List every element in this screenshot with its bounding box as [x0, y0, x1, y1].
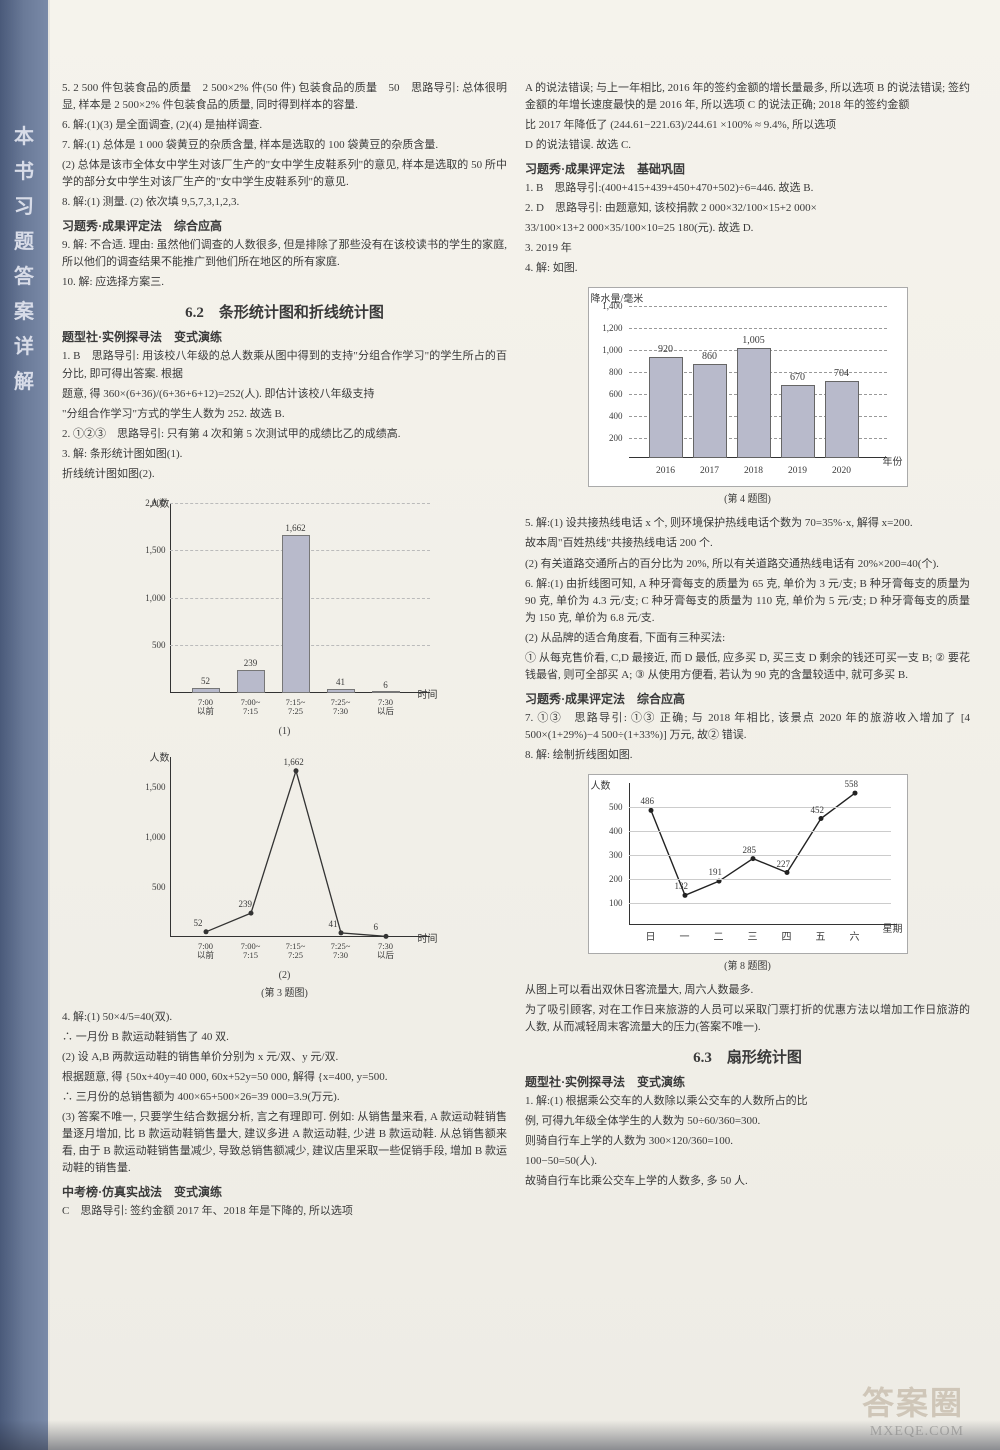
item-10: 10. 解: 应选择方案三. [62, 274, 507, 291]
r-item-5b: 故本周"百姓热线"共接热线电话 200 个. [525, 535, 970, 552]
subheading-tixingshe-2: 题型社·实例探寻法 变式演练 [525, 1073, 970, 1090]
subheading-tixingshe: 题型社·实例探寻法 变式演练 [62, 328, 507, 345]
item-4e: ∴ 三月份的总销售额为 400×65+500×26=39 000=3.9(万元)… [62, 1089, 507, 1106]
line-chart-1: 人数 时间 5001,0001,5007:00以前527:00~7:152397… [130, 747, 440, 967]
item-1b: 1. B 思路导引: 用该校八年级的总人数乘从图中得到的支持"分组合作学习"的学… [62, 348, 507, 382]
item-7b: (2) 总体是该市全体女中学生对该厂生产的"女中学生皮鞋系列"的意见, 样本是选… [62, 157, 507, 191]
r-item-1: 1. B 思路导引:(400+415+439+450+470+502)÷6=44… [525, 180, 970, 197]
spine: 本 书 习 题 答 案 详 解 [0, 0, 48, 1450]
r-item-8b: 从图上可以看出双休日客流量大, 周六人数最多. [525, 982, 970, 999]
fig-4-rainfall-chart: 降水量/毫米 年份 2004006008001,0001,2001,400920… [525, 287, 970, 505]
s-item-1e: 故骑自行车比乘公交车上学的人数多, 多 50 人. [525, 1173, 970, 1190]
item-2b: 2. ①②③ 思路导引: 只有第 4 次和第 5 次测试甲的成绩比乙的成绩高. [62, 426, 507, 443]
subheading-xitixiu: 习题秀·成果评定法 综合应高 [62, 217, 507, 234]
r-item-8c: 为了吸引顾客, 对在工作日来旅游的人员可以采取门票打折的优惠方法以增加工作日旅游… [525, 1002, 970, 1036]
spine-char: 答 [14, 260, 34, 289]
bottom-shadow [0, 1420, 1000, 1450]
spine-char: 习 [14, 190, 34, 219]
r-item-2b: 33/100×13+2 000×35/100×10=25 180(元). 故选 … [525, 220, 970, 237]
fig-8-line-chart: 人数 星期 100200300400500日486一132二191三285四22… [525, 774, 970, 972]
item-9: 9. 解: 不合适. 理由: 虽然他们调查的人数很多, 但是排除了那些没有在该校… [62, 237, 507, 271]
bar-chart-1: 人数 时间 5001,0001,5002,000527:00以前2397:00~… [130, 493, 440, 723]
fig-3-bar-chart: 人数 时间 5001,0001,5002,000527:00以前2397:00~… [62, 493, 507, 737]
section-6-2-heading: 6.2 条形统计图和折线统计图 [62, 301, 507, 322]
cont-c: D 的说法错误. 故选 C. [525, 137, 970, 154]
r-item-3: 3. 2019 年 [525, 240, 970, 257]
right-column: A 的说法错误; 与上一年相比, 2016 年的签约金额的增长量最多, 所以选项… [525, 80, 970, 1410]
item-3: 3. 解: 条形统计图如图(1). [62, 446, 507, 463]
fig-8-cap: (第 8 题图) [724, 957, 771, 972]
r-item-6b: (2) 从品牌的适合角度看, 下面有三种买法: [525, 630, 970, 647]
r-item-2: 2. D 思路导引: 由题意知, 该校捐款 2 000×32/100×15+2 … [525, 200, 970, 217]
rainfall-bar-chart: 降水量/毫米 年份 2004006008001,0001,2001,400920… [588, 287, 908, 487]
cont-a: A 的说法错误; 与上一年相比, 2016 年的签约金额的增长量最多, 所以选项… [525, 80, 970, 114]
spine-char: 解 [14, 365, 34, 394]
xlabel: 年份 [883, 453, 903, 468]
r-item-7: 7. ①③ 思路导引: ①③ 正确; 与 2018 年相比, 该景点 2020 … [525, 710, 970, 744]
spine-char: 案 [14, 295, 34, 324]
line-chart-path [130, 747, 440, 967]
item-8: 8. 解:(1) 测量. (2) 依次填 9,5,7,3,1,2,3. [62, 194, 507, 211]
s-item-1d: 100−50=50(人). [525, 1153, 970, 1170]
fig-cap-main: (第 3 题图) [261, 984, 308, 999]
watermark-text: 答案圈 [862, 1378, 964, 1424]
r-item-5: 5. 解:(1) 设共接热线电话 x 个, 则环境保护热线电话个数为 70=35… [525, 515, 970, 532]
r-item-6c: ① 从每克售价看, C,D 最接近, 而 D 最低, 应多买 D, 买三支 D … [525, 650, 970, 684]
page-content: 5. 2 500 件包装食品的质量 2 500×2% 件(50 件) 包装食品的… [50, 0, 1000, 1450]
item-7: 7. 解:(1) 总体是 1 000 袋黄豆的杂质含量, 样本是选取的 100 … [62, 137, 507, 154]
line-path [589, 775, 907, 953]
item-6: 6. 解:(1)(3) 是全面调查, (2)(4) 是抽样调查. [62, 117, 507, 134]
section-6-3-heading: 6.3 扇形统计图 [525, 1046, 970, 1067]
item-4: 4. 解:(1) 50×4/5=40(双). [62, 1009, 507, 1026]
spine-char: 详 [14, 330, 34, 359]
s-item-1c: 则骑自行车上学的人数为 300×120/360=100. [525, 1133, 970, 1150]
spine-char: 本 [14, 120, 34, 149]
r-item-4: 4. 解: 如图. [525, 260, 970, 277]
item-4b: ∴ 一月份 B 款运动鞋销售了 40 双. [62, 1029, 507, 1046]
left-column: 5. 2 500 件包装食品的质量 2 500×2% 件(50 件) 包装食品的… [62, 80, 507, 1410]
subheading-xitixiu-3: 习题秀·成果评定法 综合应高 [525, 690, 970, 707]
item-1f: 题意, 得 360×(6+36)/(6+36+6+12)=252(人). 即估计… [62, 386, 507, 403]
xlabel: 时间 [418, 686, 438, 701]
fig-cap-1: (1) [279, 726, 291, 737]
r-item-6: 6. 解:(1) 由折线图可知, A 种牙膏每支的质量为 65 克, 单价为 3… [525, 576, 970, 627]
item-4d: 根据题意, 得 {50x+40y=40 000, 60x+52y=50 000,… [62, 1069, 507, 1086]
s-item-1b: 例, 可得九年级全体学生的人数为 50÷60/360=300. [525, 1113, 970, 1130]
subheading-xitixiu-2: 习题秀·成果评定法 基础巩固 [525, 160, 970, 177]
watermark-url: MXEQE.COM [870, 1424, 964, 1440]
item-4c: (2) 设 A,B 两款运动鞋的销售单价分别为 x 元/双、y 元/双. [62, 1049, 507, 1066]
weekly-line-chart: 人数 星期 100200300400500日486一132二191三285四22… [588, 774, 908, 954]
item-3b: 折线统计图如图(2). [62, 466, 507, 483]
spine-char: 书 [14, 155, 34, 184]
item-c: C 思路导引: 签约金额 2017 年、2018 年是下降的, 所以选项 [62, 1203, 507, 1220]
spine-char: 题 [14, 225, 34, 254]
cont-b: 比 2017 年降低了 (244.61−221.63)/244.61 ×100%… [525, 117, 970, 134]
subheading-zhongkao: 中考榜·仿真实战法 变式演练 [62, 1183, 507, 1200]
item-1g: "分组合作学习"方式的学生人数为 252. 故选 B. [62, 406, 507, 423]
r-item-5c: (2) 有关道路交通所占的百分比为 20%, 所以有关道路交通热线电话有 20%… [525, 556, 970, 573]
s-item-1: 1. 解:(1) 根据乘公交车的人数除以乘公交车的人数所占的比 [525, 1093, 970, 1110]
fig-cap-2: (2) [279, 970, 291, 981]
item-5: 5. 2 500 件包装食品的质量 2 500×2% 件(50 件) 包装食品的… [62, 80, 507, 114]
item-4f: (3) 答案不唯一, 只要学生结合数据分析, 言之有理即可. 例如: 从销售量来… [62, 1109, 507, 1177]
r-item-8: 8. 解: 绘制折线图如图. [525, 747, 970, 764]
fig-3-line-chart: 人数 时间 5001,0001,5007:00以前527:00~7:152397… [62, 747, 507, 999]
fig-4-cap: (第 4 题图) [724, 490, 771, 505]
